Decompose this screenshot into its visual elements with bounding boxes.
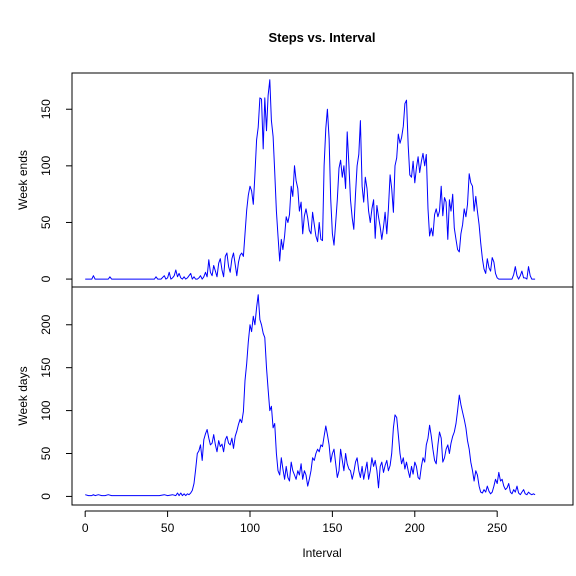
- weekday-y-tick-label: 150: [39, 357, 53, 377]
- weekend-panel: 0 50 100 150 Week ends: [16, 72, 574, 288]
- weekday-series-line: [85, 294, 536, 497]
- weekend-series-line: [85, 79, 536, 280]
- weekday-y-tick-label: 200: [39, 314, 53, 334]
- weekday-panel: 0 50 100 150 200 Week days: [16, 286, 574, 506]
- weekend-y-tick-label: 150: [39, 99, 53, 119]
- x-tick-label: 150: [322, 521, 342, 535]
- weekday-y-tick-label: 0: [39, 493, 53, 500]
- weekday-panel-frame: [71, 286, 574, 506]
- chart-title: Steps vs. Interval: [269, 30, 376, 45]
- x-axis-title: Interval: [302, 546, 341, 560]
- x-tick-label: 100: [240, 521, 260, 535]
- x-tick-label: 50: [161, 521, 175, 535]
- weekend-y-axis-title: Week ends: [16, 150, 30, 210]
- x-axis: 0 50 100 150 200 250: [82, 510, 508, 535]
- weekend-panel-frame: [71, 72, 574, 288]
- x-tick-label: 200: [405, 521, 425, 535]
- x-tick-label: 0: [82, 521, 89, 535]
- weekend-y-tick-label: 100: [39, 156, 53, 176]
- weekday-y-tick-label: 100: [39, 400, 53, 420]
- weekday-y-tick-label: 50: [39, 447, 53, 461]
- x-tick-label: 250: [487, 521, 507, 535]
- weekend-y-tick-label: 0: [39, 275, 53, 282]
- weekday-y-axis-title: Week days: [16, 366, 30, 425]
- weekend-y-tick-label: 50: [39, 215, 53, 229]
